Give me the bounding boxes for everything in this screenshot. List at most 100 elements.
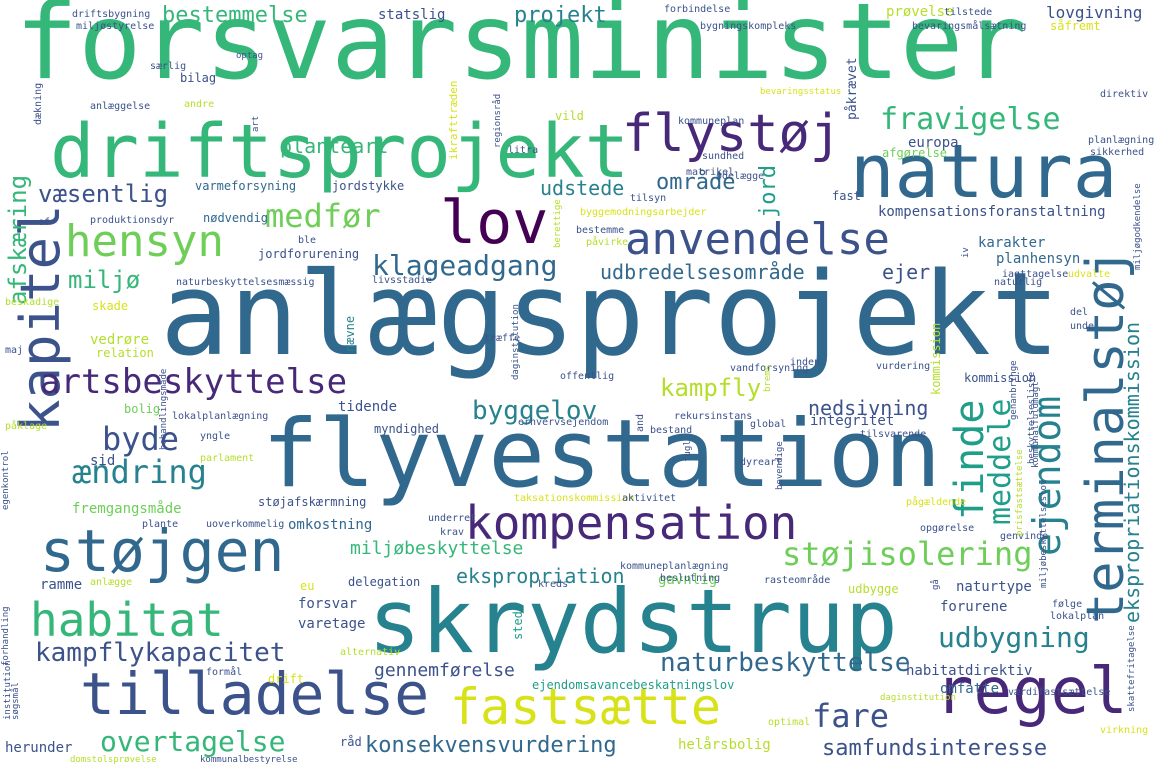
word-nedsivning: nedsivning (808, 396, 929, 420)
word-skrydstrup: skrydstrup (368, 570, 898, 673)
word-ramme: ramme (40, 577, 83, 593)
word-formaal: formål (206, 667, 243, 678)
word-iagttagelse: iagttagelse (1002, 269, 1069, 280)
word-ejendomsavancebeskatningslov: ejendomsavancebeskatningslov (532, 678, 735, 692)
word-afgoerelse: afgørelse (882, 146, 948, 160)
word-klageadgang: klageadgang (372, 249, 558, 282)
word-daginstitution: daginstitution (880, 693, 956, 703)
word-saafremt: såfremt (1050, 19, 1101, 33)
word-skattefritagelse: skattefritagelse (1127, 625, 1137, 712)
word-overtagelse: overtagelse (100, 725, 286, 758)
word-flystoej: flystøj (622, 104, 842, 164)
word-parlament: parlament (200, 453, 255, 464)
word-forhandling: forhandling (1, 606, 11, 666)
word-anlaeggelse: anlæggelse (90, 101, 151, 112)
word-hensyn: hensyn (65, 216, 224, 267)
word-naturtype: naturtype (956, 579, 1032, 595)
word-fremgangsmaade: fremgangsmåde (72, 501, 182, 517)
word-bevendige: bevendige (775, 441, 785, 490)
word-helaarsbolig: helårsbolig (678, 737, 771, 753)
word-kommunalbestyrelse: kommunalbestyrelse (200, 755, 298, 765)
word-egenkontrol: egenkontrol (1, 450, 11, 510)
word-integritet-v: kommission (929, 322, 943, 395)
word-rasteomraade: rasteområde (764, 575, 831, 586)
word-saerlig: særlig (150, 61, 187, 72)
word-miljoe: miljø (68, 266, 141, 294)
word-stoejafskaermning: støjafskærmning (258, 495, 367, 509)
word-kommuneplan: kommuneplan (678, 116, 745, 127)
word-underret: underret (428, 513, 477, 524)
word-planhensyn: planhensyn (996, 251, 1081, 267)
word-maj: maj (5, 345, 24, 356)
word-bestemmelse: bestemmelse (162, 3, 308, 28)
word-ef: ef (38, 217, 51, 228)
word-vaesentlig: væsentlig (38, 180, 169, 208)
word-vaerdifastsaettelse: værdifastsættelse (1008, 687, 1111, 698)
word-bygningskompleks: bygningskompleks (700, 21, 797, 32)
word-lokalplanlaegning: lokalplanlægning (172, 411, 269, 422)
word-tilladelse: tilladelse (80, 660, 430, 728)
word-gavnlig: gavnlig (658, 572, 718, 588)
word-karakter: karakter (978, 235, 1046, 251)
word-vild: vild (555, 109, 584, 123)
word-berettige: berettige (553, 199, 563, 248)
word-stoejisolering: støjisolering (782, 535, 1033, 573)
word-udbygge: udbygge (848, 582, 899, 596)
word-medfoer: medfør (265, 197, 381, 235)
word-vedroere: vedrøre (90, 332, 150, 348)
word-regel: regel (935, 655, 1128, 729)
word-bestemme: bestemme (576, 225, 625, 236)
word-afskaering: afskæring (4, 174, 32, 305)
word-gennemfoerelse: gennemførelse (374, 660, 515, 681)
word-plante: plante (142, 519, 179, 530)
word-naturbeskyttelsesmaessig: naturbeskyttelsesmæssig (176, 277, 315, 288)
word-miljoebeskyttelseslov: miljøbeskyttelseslov (1039, 479, 1049, 588)
word-traeffe: træffe (484, 333, 521, 344)
word-miljoestyrelse: miljøstyrelse (76, 21, 155, 32)
word-raad: råd (340, 735, 362, 749)
word-anvendelse: anvendelse (625, 214, 890, 265)
word-fast: fast (832, 189, 861, 203)
word-virkning: virkning (1100, 725, 1149, 736)
word-bevaringsstatus: bevaringsstatus (760, 87, 842, 97)
word-and: and (635, 413, 646, 432)
word-projekt: projekt (514, 3, 607, 28)
word-kampfly: kampfly (660, 374, 762, 402)
word-oedelaegge: ødelægge (716, 171, 765, 182)
word-iv: iv (961, 247, 971, 258)
word-herunder: herunder (5, 740, 73, 756)
word-foelge: følge (1052, 599, 1083, 610)
word-kompensation: kompensation (465, 496, 798, 550)
word-planteart: planteart (280, 134, 389, 158)
word-lokalplan: lokalplan (1050, 611, 1105, 622)
word-aendring: ændring (72, 453, 207, 491)
word-yngle: yngle (200, 431, 231, 442)
word-sundhed: sundhed (702, 151, 745, 162)
word-vurdering: vurdering (876, 361, 931, 372)
word-andre: andre (184, 99, 215, 110)
word-europa: europa (908, 135, 959, 151)
word-miljoebeskyttelse: miljøbeskyttelse (350, 538, 524, 559)
word-alternativ: alternativ (340, 647, 401, 658)
word-optimal: optimal (768, 717, 811, 728)
word-driftsbygning: driftsbygning (72, 9, 151, 20)
word-relation: relation (96, 346, 154, 360)
word-litra: litra (508, 145, 539, 156)
word-jordstykke: jordstykke (332, 179, 405, 193)
word-anlaegsprojekt: anlægsprojekt (160, 248, 1061, 382)
word-uoverkommelig: uoverkommelig (206, 519, 285, 530)
word-byggemodningsarbejder: byggemodningsarbejder (580, 207, 707, 218)
word-sted: sted (511, 611, 525, 640)
word-varmeforsyning: varmeforsyning (195, 179, 297, 193)
word-skade: skade (92, 299, 129, 313)
word-naturbeskyttelse: naturbeskyttelse (660, 648, 911, 678)
word-opgoerelse: opgørelse (920, 523, 975, 534)
word-ble: ble (298, 235, 317, 246)
word-ejer: ejer (882, 260, 931, 284)
word-habitatdirektiv: habitatdirektiv (906, 663, 1033, 679)
word-bolig: bolig (124, 402, 161, 416)
word-livsstadie: livsstadie (372, 275, 433, 286)
word-integritet: integritet (810, 413, 895, 429)
word-varetage: varetage (298, 616, 366, 632)
word-omkostning: omkostning (288, 517, 373, 533)
